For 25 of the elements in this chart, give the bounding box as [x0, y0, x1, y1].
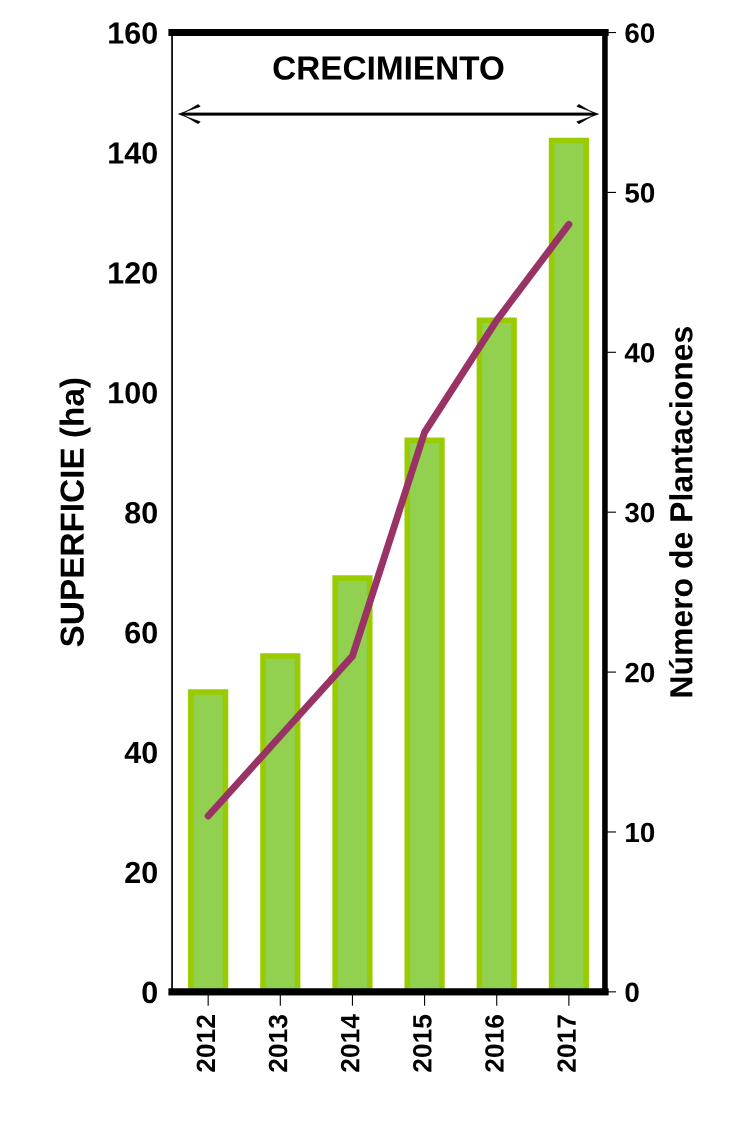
y-tick-label: 140	[109, 142, 157, 164]
x-tick-label: 2017	[557, 1015, 576, 1072]
y2-tick-label: 60	[625, 23, 655, 43]
x-tick-label: 2015	[412, 1014, 432, 1072]
y-tick-label: 20	[125, 861, 157, 884]
y-axis-title: SUPERFICIE (ha)	[59, 378, 91, 647]
y-tick-label: 60	[125, 621, 157, 644]
x-tick-label: 2012	[196, 1015, 216, 1072]
y2-tick-label: 40	[624, 342, 655, 363]
y-tick-label: 40	[124, 741, 157, 764]
y-tick-label: 160	[109, 22, 157, 44]
y2-tick-label: 30	[625, 502, 655, 523]
y-tick-label: 120	[109, 262, 157, 284]
y2-tick-label: 10	[626, 822, 655, 843]
annotation: CRECIMIENTO	[273, 56, 504, 80]
y2-tick-label: 50	[625, 183, 655, 203]
y-tick-label: 0	[142, 981, 157, 1004]
y2-tick-label: 0	[625, 982, 639, 1003]
x-tick-label: 2013	[268, 1015, 288, 1072]
x-tick-label: 2014	[340, 1014, 360, 1072]
x-tick-label: 2016	[485, 1015, 504, 1072]
y2-axis-title: Número de Plantaciones	[668, 327, 693, 697]
y-tick-label: 100	[109, 382, 157, 404]
y2-tick-label: 20	[625, 662, 655, 683]
y-tick-label: 80	[125, 501, 157, 524]
